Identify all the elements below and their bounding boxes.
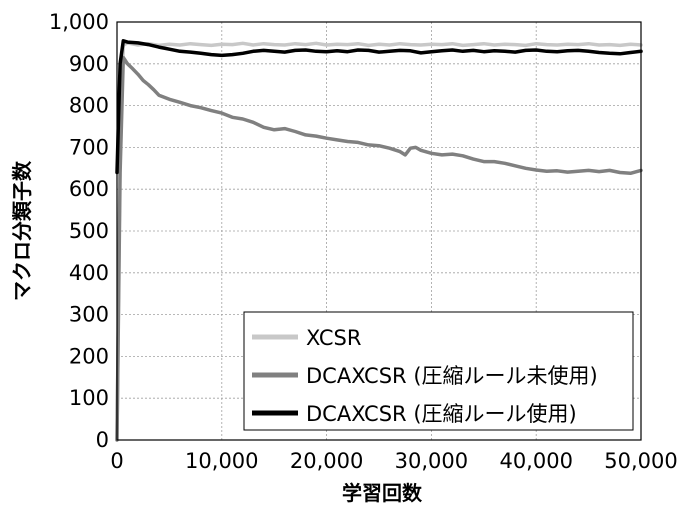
x-tick-label: 40,000 (499, 449, 572, 473)
x-tick-label: 50,000 (604, 449, 677, 473)
legend: XCSR DCAXCSR (圧縮ルール未使用) DCAXCSR (圧縮ルール使用) (243, 311, 634, 431)
legend-label: DCAXCSR (圧縮ルール使用) (306, 402, 577, 426)
y-tick-label: 300 (69, 303, 109, 327)
y-tick-label: 800 (69, 94, 109, 118)
y-tick-label: 100 (69, 386, 109, 410)
x-axis-label: 学習回数 (342, 481, 423, 505)
series-line-2 (115, 55, 643, 442)
x-tick-label: 20,000 (290, 449, 363, 473)
plot-frame (116, 21, 642, 441)
y-tick-label: 0 (96, 428, 109, 452)
x-tick-label: 10,000 (185, 449, 258, 473)
y-tick-label: 700 (69, 135, 109, 159)
y-tick-label: 1,000 (49, 10, 109, 34)
y-tick-label: 200 (69, 344, 109, 368)
legend-label: DCAXCSR (圧縮ルール未使用) (306, 364, 598, 388)
x-tick-label: 0 (110, 449, 123, 473)
x-tick-label: 30,000 (395, 449, 468, 473)
series-layer (115, 39, 643, 442)
legend-label: XCSR (306, 326, 361, 350)
legend-items: XCSR DCAXCSR (圧縮ルール未使用) DCAXCSR (圧縮ルール使用) (252, 326, 598, 426)
y-tick-label: 400 (69, 261, 109, 285)
y-axis-ticks: 0 100 200 300 400 500 600 700 800 900 1,000 (49, 10, 109, 452)
series-line-1 (115, 41, 643, 442)
y-tick-label: 600 (69, 177, 109, 201)
y-axis-label: マクロ分類子数 (10, 160, 34, 301)
legend-box (243, 311, 634, 431)
y-tick-label: 500 (69, 219, 109, 243)
y-tick-label: 900 (69, 52, 109, 76)
series-line-3 (115, 39, 643, 175)
x-axis-ticks: 0 10,000 20,000 30,000 40,000 50,000 (110, 449, 677, 473)
